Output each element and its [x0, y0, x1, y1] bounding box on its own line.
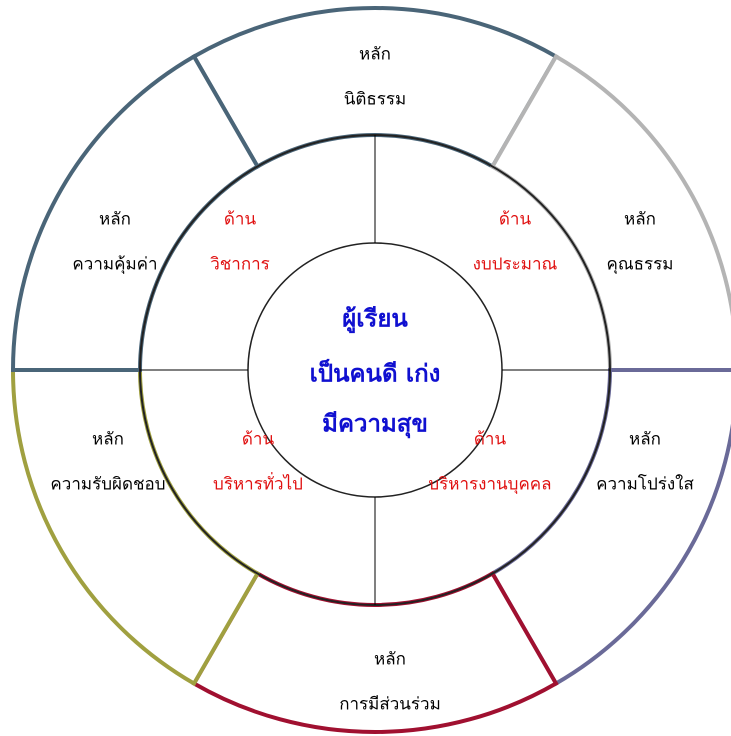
- area-name: บริหารทั่วไป: [213, 472, 303, 495]
- governance-diagram: ผู้เรียน เป็นคนดี เก่ง มีความสุข ด้าน วิ…: [0, 0, 731, 736]
- ring-sector: [13, 56, 258, 370]
- area-heading: ด้าน: [474, 430, 507, 450]
- principle-name: ความรับผิดชอบ: [50, 475, 165, 495]
- area-name: วิชาการ: [210, 255, 270, 275]
- page: {"center": {"lines": ["ผู้เรียน", "เป็นค…: [0, 0, 731, 736]
- center-text: ผู้เรียน: [342, 304, 408, 334]
- principle-name: ความคุ้มค่า: [72, 255, 157, 275]
- principle-heading: หลัก: [359, 45, 391, 65]
- area-heading: ด้าน: [499, 210, 532, 230]
- principle-name: ความโปร่งใส: [596, 474, 694, 495]
- center-text: มีความสุข: [322, 409, 428, 440]
- principle-heading: หลัก: [374, 650, 406, 670]
- area-name: งบประมาณ: [473, 255, 558, 275]
- ring-sector: [13, 370, 258, 684]
- principle-heading: หลัก: [92, 430, 124, 450]
- center-text: เป็นคนดี เก่ง: [310, 359, 441, 388]
- principle-name: นิติธรรม: [344, 90, 407, 110]
- principle-name: การมีส่วนร่วม: [339, 695, 441, 715]
- principle-heading: หลัก: [99, 210, 131, 230]
- principle-name: คุณธรรม: [607, 255, 674, 275]
- principle-heading: หลัก: [629, 430, 661, 450]
- area-heading: ด้าน: [224, 210, 257, 230]
- area-heading: ด้าน: [242, 430, 275, 450]
- principle-heading: หลัก: [624, 210, 656, 230]
- area-name: บริหารงานบุคคล: [428, 475, 551, 495]
